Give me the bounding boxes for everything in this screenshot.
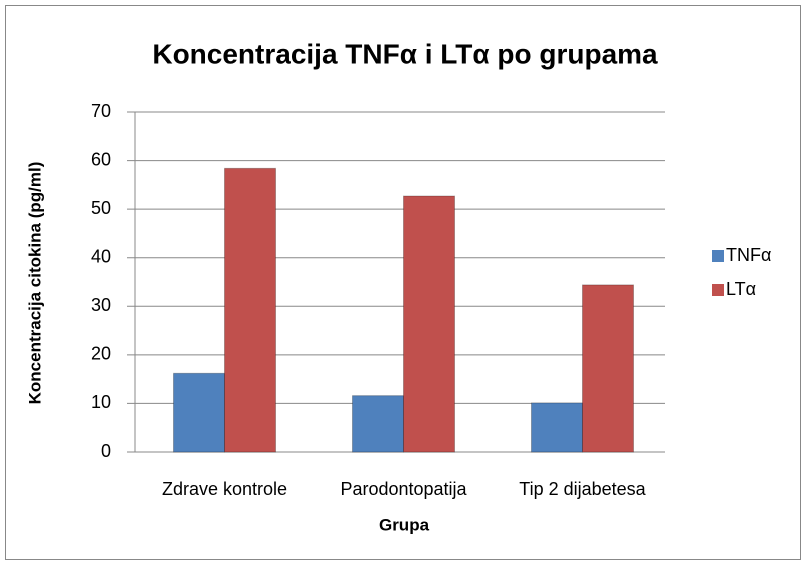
y-tick-label: 20 bbox=[91, 344, 111, 364]
chart-border bbox=[5, 5, 801, 560]
y-tick-label: 30 bbox=[91, 295, 111, 315]
y-axis-title: Koncentracija citokina (pg/ml) bbox=[25, 162, 44, 405]
bar bbox=[352, 395, 404, 453]
y-tick-label: 50 bbox=[91, 198, 111, 218]
bar bbox=[224, 167, 276, 453]
x-tick-label: Tip 2 dijabetesa bbox=[519, 479, 646, 499]
y-tick-label: 70 bbox=[91, 101, 111, 121]
y-tick-label: 60 bbox=[91, 149, 111, 169]
x-axis-title: Grupa bbox=[379, 515, 430, 534]
x-tick-label: Zdrave kontrole bbox=[162, 479, 287, 499]
bar bbox=[531, 402, 583, 453]
y-tick-label: 0 bbox=[101, 441, 111, 461]
legend-label: LTα bbox=[726, 279, 756, 299]
y-tick-label: 10 bbox=[91, 392, 111, 412]
bar bbox=[582, 284, 634, 453]
bar bbox=[173, 372, 225, 453]
y-tick-label: 40 bbox=[91, 246, 111, 266]
chart-title: Koncentracija TNFα i LTα po grupama bbox=[152, 38, 658, 69]
bar bbox=[403, 195, 455, 453]
legend-swatch bbox=[712, 284, 724, 296]
x-tick-label: Parodontopatija bbox=[340, 479, 467, 499]
legend-label: TNFα bbox=[726, 245, 771, 265]
legend-swatch bbox=[712, 250, 724, 262]
